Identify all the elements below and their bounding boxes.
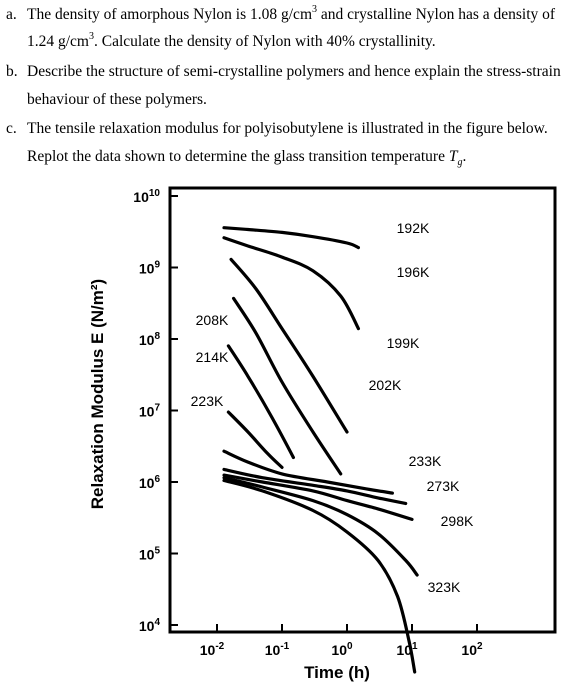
curve-273K	[222, 473, 414, 521]
series-label-196K: 196K	[397, 264, 430, 280]
x-axis-ticks: 10-2 10-1 100 101 102	[200, 624, 483, 658]
question-b-line2: behaviour of these polymers.	[27, 91, 207, 108]
series-label-199K: 199K	[387, 335, 420, 351]
curve-192K	[222, 226, 360, 250]
curve-223K	[222, 449, 394, 495]
x-tick-label: 102	[461, 641, 483, 658]
series-label-323K: 323K	[428, 579, 461, 595]
question-b-marker: b.	[6, 63, 18, 80]
x-axis-label: Time (h)	[304, 663, 370, 682]
y-tick-label: 109	[139, 260, 161, 277]
series-label-202K: 202K	[369, 377, 402, 393]
y-tick-label: 104	[139, 617, 161, 634]
question-c-line2-rest: .	[462, 148, 467, 165]
question-a-marker: a.	[6, 6, 17, 23]
curve-298K	[222, 476, 419, 577]
curve-208K	[226, 344, 295, 460]
curve-199K	[229, 257, 349, 434]
series-label-214K: 214K	[196, 349, 229, 365]
chart-curves	[222, 226, 419, 674]
question-c-marker: c.	[6, 120, 17, 137]
y-tick-label: 105	[139, 546, 161, 563]
curve-196K	[222, 236, 360, 331]
question-a-line2-text: 1.24 g/cm	[27, 33, 89, 50]
x-tick-label: 101	[396, 641, 418, 658]
series-label-233K: 233K	[409, 453, 442, 469]
curve-202K	[232, 296, 343, 476]
y-tick-label: 106	[139, 474, 161, 491]
unit-superscript: 3	[89, 31, 94, 42]
y-tick-label: 108	[139, 331, 161, 348]
y-tick-label: 107	[139, 403, 161, 420]
x-tick-label: 10-1	[265, 641, 290, 658]
unit-superscript: 3	[312, 4, 317, 15]
series-labels: 192K 196K 199K 202K 208K 214K 223K 233K 273K 298K…	[191, 220, 474, 595]
series-label-192K: 192K	[397, 220, 430, 236]
curve-323K	[222, 478, 417, 674]
x-tick-label: 100	[331, 641, 353, 658]
question-a-line1: The density of amorphous Nylon is 1.08 g…	[27, 4, 556, 24]
y-tick-label: 1010	[133, 188, 160, 205]
curve-233K	[222, 467, 408, 506]
question-c-line2: Replot the data shown to determine the g…	[27, 148, 466, 168]
plot-border	[168, 186, 557, 634]
question-c-line1: The tensile relaxation modulus for polyi…	[27, 120, 548, 137]
series-label-298K: 298K	[441, 513, 474, 529]
y-axis-label: Relaxation Modulus E (N/m²)	[88, 279, 107, 509]
question-b-line1: Describe the structure of semi-crystalli…	[27, 63, 561, 80]
question-a-line1-rest: and crystalline Nylon has a density of	[317, 6, 556, 23]
tg-subscript: g	[457, 157, 463, 169]
curve-214K	[226, 410, 284, 469]
series-label-223K: 223K	[191, 393, 224, 409]
question-a-line2: 1.24 g/cm3. Calculate the density of Nyl…	[27, 31, 436, 51]
chart-frame	[168, 186, 557, 634]
question-a-line2-rest: . Calculate the density of Nylon with 40…	[94, 33, 436, 50]
series-label-273K: 273K	[427, 478, 460, 494]
question-a-line1-text: The density of amorphous Nylon is 1.08 g…	[27, 6, 312, 23]
x-tick-label: 10-2	[200, 641, 225, 658]
series-label-208K: 208K	[196, 312, 229, 328]
tg-symbol: T	[448, 148, 458, 165]
question-c-line2-text: Replot the data shown to determine the g…	[27, 148, 449, 165]
